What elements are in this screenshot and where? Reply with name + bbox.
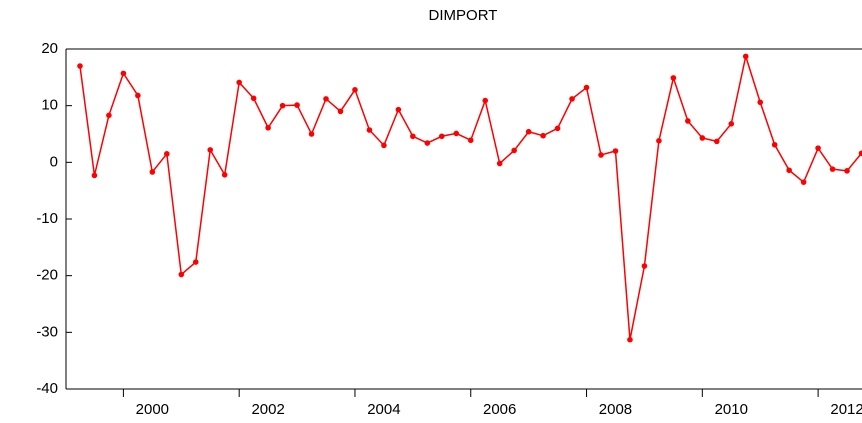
y-tick-label: 10 [41, 97, 58, 114]
data-point [395, 106, 402, 113]
data-point [815, 145, 821, 151]
data-point [829, 166, 836, 172]
x-tick-label: 2008 [599, 401, 632, 418]
data-point [496, 160, 503, 167]
data-point [135, 92, 141, 99]
y-tick-label: 0 [50, 153, 58, 170]
data-point [207, 147, 214, 153]
data-point [858, 150, 862, 157]
data-point [482, 97, 489, 104]
series-line [79, 53, 862, 340]
data-point [366, 127, 373, 133]
data-point [279, 102, 286, 109]
data-point [670, 75, 677, 81]
data-point [467, 137, 474, 144]
x-tick-label: 2012 [830, 401, 862, 418]
data-point [236, 79, 242, 86]
x-tick-label: 2006 [483, 401, 516, 418]
data-point [192, 259, 199, 265]
data-point [178, 271, 185, 278]
data-point [713, 138, 720, 145]
data-point [265, 124, 271, 131]
data-point [511, 147, 517, 154]
data-point [352, 87, 358, 93]
data-point [540, 132, 546, 139]
data-point [77, 63, 83, 69]
data-point [656, 138, 662, 144]
y-tick-label: -10 [36, 210, 58, 227]
data-point [453, 130, 460, 137]
data-point [844, 168, 850, 174]
chart-title: DIMPORT [429, 7, 498, 24]
data-point [786, 167, 792, 174]
data-point [164, 151, 170, 157]
data-point [612, 148, 619, 154]
data-point [106, 112, 112, 119]
data-point [323, 96, 329, 102]
data-point [250, 95, 257, 102]
data-point [424, 140, 431, 146]
data-point [149, 169, 156, 175]
data-point [525, 128, 532, 135]
data-point [757, 99, 764, 106]
data-point [294, 102, 300, 108]
data-point [569, 96, 575, 102]
data-point [120, 70, 127, 77]
data-point [771, 141, 778, 148]
x-tick-label: 2010 [715, 401, 748, 418]
data-point [641, 263, 648, 269]
data-point [742, 53, 749, 60]
data-point [337, 108, 344, 115]
data-point [91, 172, 98, 179]
data-point [439, 133, 445, 140]
data-point [583, 84, 590, 91]
data-point [800, 179, 807, 185]
data-point [699, 135, 706, 141]
x-tick-label: 2002 [251, 401, 284, 418]
data-point [410, 133, 416, 140]
y-tick-label: -20 [36, 267, 58, 284]
data-point [554, 125, 561, 132]
y-tick-label: -40 [36, 380, 58, 397]
x-tick-label: 2004 [367, 401, 400, 418]
y-tick-label: -30 [36, 323, 58, 340]
data-point [627, 336, 633, 343]
data-point [728, 121, 735, 127]
data-point [308, 131, 315, 137]
x-tick-label: 2000 [136, 401, 169, 418]
y-tick-label: 20 [41, 40, 58, 57]
data-point [598, 152, 604, 158]
data-point [685, 118, 691, 124]
data-point [381, 142, 387, 149]
data-point [221, 172, 228, 178]
